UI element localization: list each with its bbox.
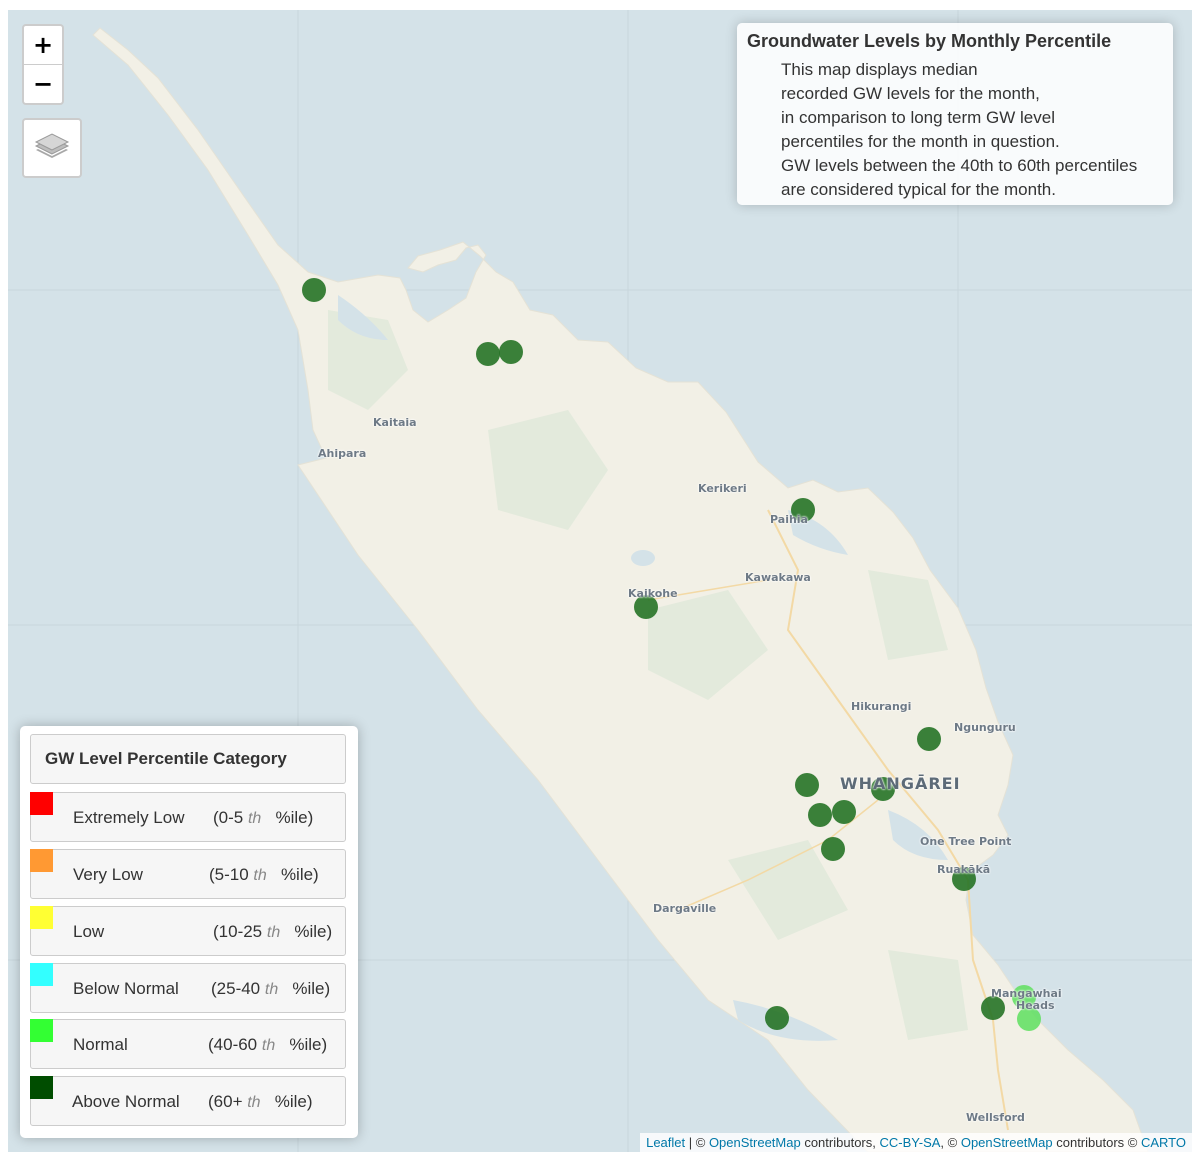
legend-swatch	[30, 1019, 53, 1042]
legend-item-label: Above Normal	[72, 1092, 180, 1111]
info-line: recorded GW levels for the month,	[781, 84, 1040, 103]
legend-swatch	[30, 792, 53, 815]
legend-item-extremely-low: Extremely Low (0-5 th %ile)	[30, 792, 346, 842]
legend-item-below-normal: Below Normal (25-40 th %ile)	[30, 963, 346, 1013]
place-label: Kaitaia	[373, 416, 417, 429]
osm-link[interactable]: OpenStreetMap	[960, 1135, 1053, 1150]
legend-title: GW Level Percentile Category	[30, 734, 346, 784]
place-label: WHANGĀREI	[840, 774, 961, 793]
legend-item-range: (0-5 th %ile)	[213, 808, 314, 827]
zoom-out-button[interactable]: −	[24, 64, 62, 103]
gw-site-marker-above-normal[interactable]	[791, 498, 815, 522]
info-line: percentiles for the month in question.	[781, 132, 1060, 151]
legend-item-range: (40-60 th %ile)	[208, 1035, 328, 1054]
gw-site-marker-above-normal[interactable]	[952, 867, 976, 891]
carto-link[interactable]: CARTO	[1140, 1135, 1186, 1150]
leaflet-link[interactable]: Leaflet	[646, 1135, 686, 1150]
legend-swatch	[30, 849, 53, 872]
legend-swatch	[30, 906, 53, 929]
legend-panel: GW Level Percentile Category Extremely L…	[20, 726, 358, 1138]
layers-control-button[interactable]	[22, 118, 82, 178]
info-title: Groundwater Levels by Monthly Percentile	[747, 31, 1112, 51]
gw-site-marker-above-normal[interactable]	[832, 800, 856, 824]
legend-item-low: Low (10-25 th %ile)	[30, 906, 346, 956]
legend-item-label: Low	[73, 922, 105, 941]
legend-item-very-low: Very Low (5-10 th %ile)	[30, 849, 346, 899]
info-line: GW levels between the 40th to 60th perce…	[781, 156, 1138, 175]
info-panel: Groundwater Levels by Monthly Percentile…	[737, 23, 1173, 205]
gw-site-marker-normal[interactable]	[1012, 985, 1036, 1009]
legend-item-label: Very Low	[73, 865, 143, 884]
legend-item-range: (10-25 th %ile)	[213, 922, 333, 941]
zoom-in-button[interactable]: +	[32, 31, 54, 59]
place-label: Ahipara	[318, 447, 367, 460]
legend-item-label: Normal	[73, 1035, 128, 1054]
legend-item-label: Below Normal	[73, 979, 179, 998]
place-label: Kerikeri	[698, 482, 747, 495]
legend-swatch	[30, 963, 53, 986]
gw-site-marker-above-normal[interactable]	[765, 1006, 789, 1030]
map-canvas[interactable]: Kaitaia Ahipara Kerikeri Paihia Kawakawa…	[8, 10, 1192, 1152]
gw-site-marker-above-normal[interactable]	[476, 342, 500, 366]
gw-site-marker-normal[interactable]	[1017, 1007, 1041, 1031]
cc-by-sa-link[interactable]: CC-BY-SA	[879, 1135, 941, 1150]
legend-item-above-normal: Above Normal (60+ th %ile)	[30, 1076, 346, 1126]
legend-item-range: (60+ th %ile)	[208, 1092, 313, 1111]
legend-item-range: (25-40 th %ile)	[211, 979, 331, 998]
place-label: Paihia	[770, 513, 808, 526]
osm-link[interactable]: OpenStreetMap	[708, 1135, 801, 1150]
place-label: One Tree Point	[920, 835, 1012, 848]
gw-site-marker-above-normal[interactable]	[795, 773, 819, 797]
place-label: Ngunguru	[954, 721, 1016, 734]
place-label: Kaikohe	[628, 587, 678, 600]
zoom-control: + −	[22, 24, 64, 105]
gw-site-marker-above-normal[interactable]	[871, 777, 895, 801]
place-label: Kawakawa	[745, 571, 811, 584]
gw-site-marker-above-normal[interactable]	[821, 837, 845, 861]
info-line: are considered typical for the month.	[781, 180, 1056, 199]
gw-site-marker-above-normal[interactable]	[981, 996, 1005, 1020]
gw-site-marker-above-normal[interactable]	[499, 340, 523, 364]
gw-site-marker-above-normal[interactable]	[917, 727, 941, 751]
place-label: Mangawhai	[991, 987, 1062, 1000]
gw-site-marker-above-normal[interactable]	[302, 278, 326, 302]
place-label: Heads	[1016, 999, 1055, 1012]
info-line: in comparison to long term GW level	[781, 108, 1055, 127]
legend-swatch	[30, 1076, 53, 1099]
layers-icon	[34, 133, 70, 158]
base-map-tiles	[8, 10, 1192, 1152]
info-line: This map displays median	[781, 60, 978, 79]
marker-layer	[302, 278, 1041, 1031]
legend-item-normal: Normal (40-60 th %ile)	[30, 1019, 346, 1069]
place-label: Wellsford	[966, 1111, 1025, 1124]
place-label: Dargaville	[653, 902, 717, 915]
gw-site-marker-above-normal[interactable]	[634, 595, 658, 619]
gw-site-marker-above-normal[interactable]	[808, 803, 832, 827]
attribution: Leaflet | © OpenStreetMap contributors, …	[640, 1133, 1192, 1152]
legend-item-range: (5-10 th %ile)	[209, 865, 319, 884]
place-label: Ruakākā	[937, 863, 991, 876]
place-label: Hikurangi	[851, 700, 912, 713]
legend-item-label: Extremely Low	[73, 808, 185, 827]
